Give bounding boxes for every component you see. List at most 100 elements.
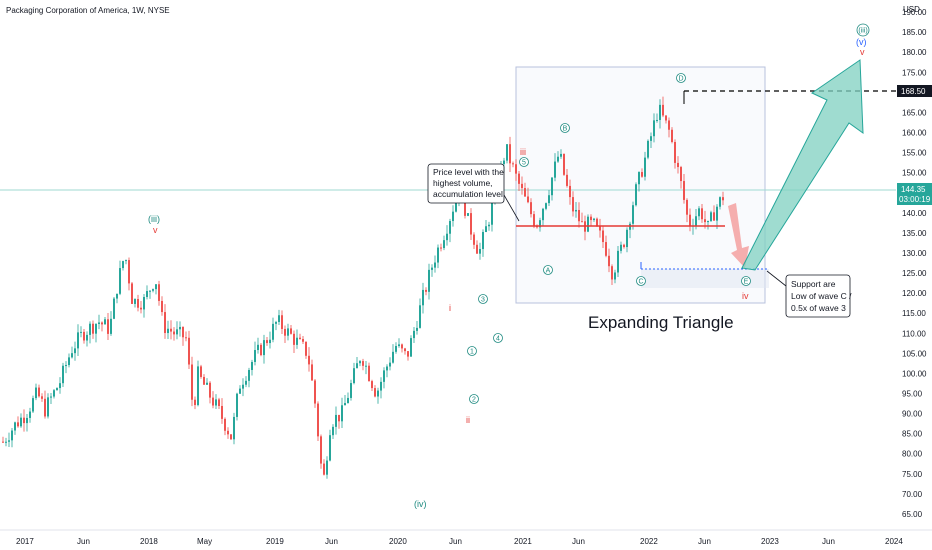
svg-text:(iii): (iii) <box>858 28 867 35</box>
candle-body <box>32 398 34 412</box>
candle-body <box>416 327 418 331</box>
x-tick-label: 2023 <box>761 537 779 546</box>
candle-body <box>473 234 475 245</box>
candle-body <box>284 328 286 336</box>
candle-body <box>530 202 532 215</box>
candle-body <box>161 300 163 313</box>
candle-body <box>125 260 127 262</box>
candle-body <box>665 115 667 121</box>
candle-body <box>104 319 106 325</box>
y-tick-label: 65.00 <box>902 510 923 519</box>
candle-body <box>92 323 94 334</box>
y-tick-label: 160.00 <box>902 129 927 138</box>
candle-body <box>575 209 577 212</box>
candle-body <box>308 355 310 365</box>
candle-body <box>26 417 28 424</box>
x-tick-label: May <box>197 537 212 546</box>
candle-body <box>431 267 433 270</box>
candle-body <box>365 365 367 367</box>
candle-body <box>281 315 283 329</box>
svg-text:03:00:19: 03:00:19 <box>899 195 931 204</box>
candle-body <box>587 216 589 232</box>
candle-body <box>236 393 238 417</box>
candle-body <box>197 366 199 406</box>
candle-body <box>653 120 655 137</box>
wave-label-v-top: v <box>860 47 865 57</box>
candle-body <box>101 322 103 325</box>
candle-body <box>47 397 49 417</box>
candle-body <box>533 214 535 226</box>
wave-labels: (iii) v (iv) i ii iii iv <box>148 147 749 509</box>
candle-body <box>14 422 16 431</box>
candle-body <box>257 344 259 351</box>
candle-body <box>8 440 10 442</box>
candle-body <box>134 299 136 304</box>
candle-body <box>362 361 364 366</box>
y-tick-label: 85.00 <box>902 430 923 439</box>
svg-text:E: E <box>744 279 749 286</box>
candle-body <box>611 266 613 280</box>
chart-title: Packaging Corporation of America, 1W, NY… <box>6 6 170 15</box>
candle-body <box>521 183 523 189</box>
circle-label-1: 1 <box>467 346 477 356</box>
candle-body <box>167 328 169 334</box>
y-tick-label: 110.00 <box>902 329 926 338</box>
candle-body <box>251 361 253 370</box>
candle-body <box>542 208 544 221</box>
candle-body <box>404 348 406 352</box>
y-tick-label: 140.00 <box>902 209 927 218</box>
x-tick-label: 2021 <box>514 537 532 546</box>
candle-body <box>557 156 559 162</box>
pattern-label: Expanding Triangle <box>588 313 734 332</box>
candle-body <box>122 261 124 269</box>
candle-body <box>581 221 583 223</box>
candle-body <box>182 326 184 338</box>
candle-body <box>239 388 241 394</box>
candle-body <box>158 284 160 301</box>
candle-body <box>512 163 514 165</box>
candle-body <box>650 136 652 141</box>
y-tick-label: 105.00 <box>902 349 927 358</box>
candle-body <box>434 262 436 268</box>
candle-body <box>41 396 43 399</box>
target-price-tag: 168.50 <box>897 85 932 97</box>
candle-body <box>401 344 403 349</box>
candle-body <box>662 104 664 116</box>
time-axis[interactable]: 2017 Jun 2018 May 2019 Jun 2020 Jun 2021 Jun 2022 J… <box>16 537 903 546</box>
candle-body <box>686 199 688 215</box>
x-tick-label: 2018 <box>140 537 158 546</box>
candle-body <box>329 435 331 461</box>
y-tick-label: 75.00 <box>902 470 923 479</box>
candle-body <box>293 333 295 345</box>
candle-body <box>215 399 217 406</box>
candle-body <box>488 224 490 227</box>
candle-body <box>110 318 112 334</box>
candle-body <box>314 380 316 404</box>
candle-body <box>578 209 580 222</box>
wave-label-v-paren: (v) <box>856 37 867 47</box>
candle-body <box>398 344 400 347</box>
candle-body <box>137 299 139 308</box>
candle-body <box>671 129 673 142</box>
circle-label-2: 2 <box>469 394 479 404</box>
x-tick-label: Jun <box>822 537 835 546</box>
candle-body <box>2 441 4 443</box>
candle-body <box>722 197 724 201</box>
candle-body <box>503 160 505 165</box>
candle-body <box>566 174 568 186</box>
circle-label-4: 4 <box>493 333 503 343</box>
candle-body <box>17 422 19 427</box>
y-tick-label: 185.00 <box>902 28 927 37</box>
candle-body <box>245 380 247 385</box>
candle-body <box>527 196 529 203</box>
svg-text:highest volume,: highest volume, <box>433 178 493 188</box>
svg-text:1: 1 <box>470 349 474 356</box>
candle-body <box>683 181 685 200</box>
price-axis[interactable]: 65.00 70.00 75.00 80.00 85.00 90.00 95.00 100.0… <box>902 8 927 519</box>
candle-body <box>170 328 172 332</box>
svg-text:A: A <box>546 268 551 275</box>
candle-body <box>680 167 682 182</box>
y-tick-label: 120.00 <box>902 289 927 298</box>
candle-body <box>593 218 595 221</box>
